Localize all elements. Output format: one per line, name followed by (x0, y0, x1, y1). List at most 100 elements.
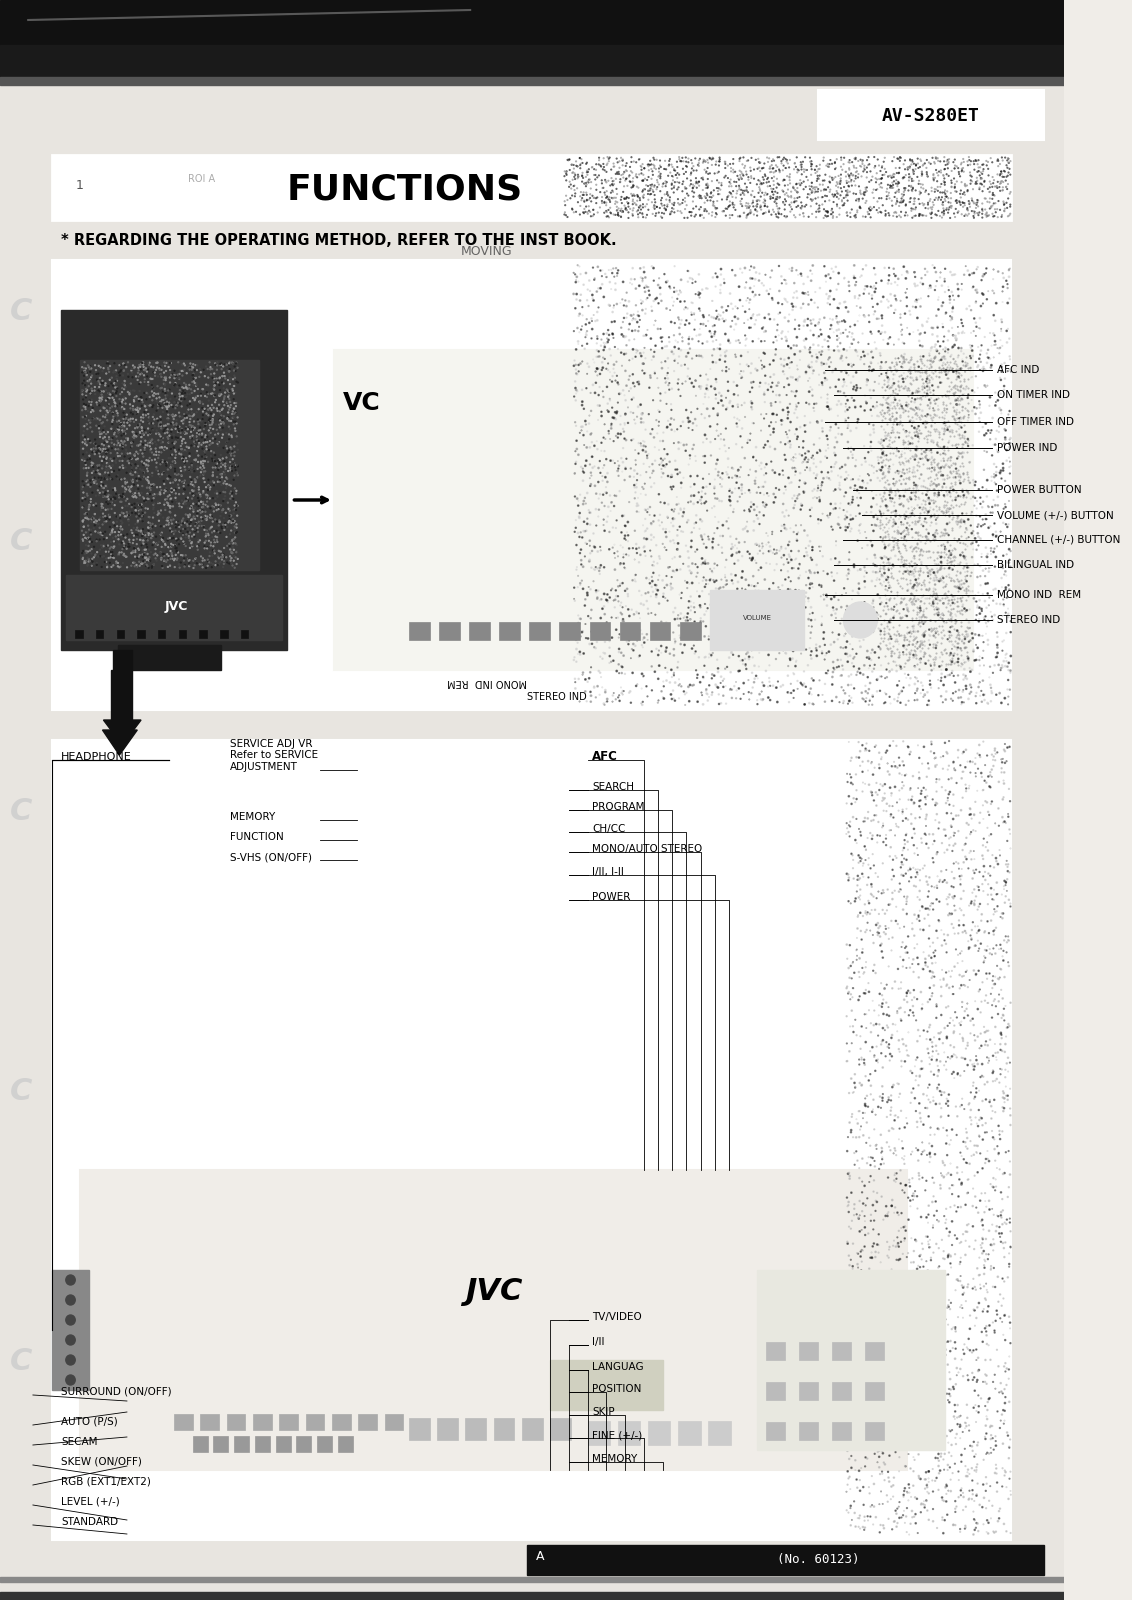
Point (979, 872, 997, 898)
Point (109, 400, 127, 426)
Point (95, 446, 113, 472)
Point (873, 186, 891, 211)
Point (650, 200, 668, 226)
Point (897, 176, 915, 202)
Point (606, 587, 624, 613)
Point (874, 285, 892, 310)
Point (604, 256, 623, 282)
Point (869, 1022, 887, 1048)
Point (843, 322, 861, 347)
Point (953, 1170, 971, 1195)
Point (728, 602, 746, 627)
Point (877, 390, 895, 416)
Point (864, 1192, 882, 1218)
Point (594, 346, 612, 371)
Point (727, 342, 745, 368)
Point (94, 522, 112, 547)
Point (582, 462, 600, 488)
Point (920, 1416, 938, 1442)
Point (641, 178, 659, 203)
Point (998, 734, 1017, 760)
Point (664, 168, 683, 194)
Point (925, 387, 943, 413)
Point (946, 389, 964, 414)
Point (674, 171, 692, 197)
Point (980, 179, 998, 205)
Point (687, 658, 705, 683)
Point (78, 360, 96, 386)
Point (685, 432, 703, 458)
Point (790, 434, 808, 459)
Point (978, 483, 996, 509)
Point (1000, 923, 1018, 949)
Point (211, 450, 229, 475)
Point (901, 186, 919, 211)
Point (937, 162, 955, 187)
Point (166, 518, 185, 544)
Point (946, 197, 964, 222)
Point (993, 1186, 1011, 1211)
Point (632, 430, 650, 456)
Point (157, 507, 175, 533)
Point (849, 1506, 867, 1531)
Point (907, 472, 925, 498)
Point (129, 453, 147, 478)
Point (139, 486, 157, 512)
Point (927, 635, 945, 661)
Point (598, 200, 616, 226)
Point (938, 544, 957, 570)
Point (920, 974, 938, 1000)
Point (992, 1021, 1010, 1046)
Point (590, 275, 608, 301)
Point (224, 378, 242, 403)
Point (924, 632, 942, 658)
Point (609, 370, 627, 395)
Point (988, 173, 1006, 198)
Point (813, 339, 831, 365)
Point (574, 165, 592, 190)
Point (642, 157, 660, 182)
Point (904, 546, 923, 571)
Point (640, 178, 658, 203)
Point (179, 392, 197, 418)
Point (935, 440, 953, 466)
Point (594, 379, 612, 405)
Point (789, 179, 807, 205)
Point (929, 434, 947, 459)
Point (761, 160, 779, 186)
Point (104, 373, 122, 398)
Point (880, 459, 898, 485)
Point (702, 566, 720, 592)
Point (937, 653, 955, 678)
Point (848, 1362, 866, 1387)
Point (911, 386, 929, 411)
Point (925, 163, 943, 189)
Point (121, 378, 139, 403)
Point (988, 966, 1006, 992)
Point (94, 426, 112, 451)
Point (727, 526, 745, 552)
Point (919, 574, 937, 600)
Point (208, 464, 226, 490)
Point (891, 680, 909, 706)
Point (731, 648, 749, 674)
Point (724, 160, 743, 186)
Point (904, 454, 923, 480)
Point (917, 523, 935, 549)
Point (166, 485, 185, 510)
Point (758, 610, 777, 635)
Point (178, 522, 196, 547)
Point (901, 741, 919, 766)
Point (74, 546, 92, 571)
Point (172, 542, 190, 568)
Point (893, 1146, 911, 1171)
Point (662, 464, 680, 490)
Point (565, 645, 583, 670)
Point (767, 675, 786, 701)
Point (840, 730, 858, 755)
Point (213, 514, 231, 539)
Bar (409, 622, 430, 640)
Point (695, 147, 713, 173)
Point (926, 331, 944, 357)
Point (591, 587, 609, 613)
